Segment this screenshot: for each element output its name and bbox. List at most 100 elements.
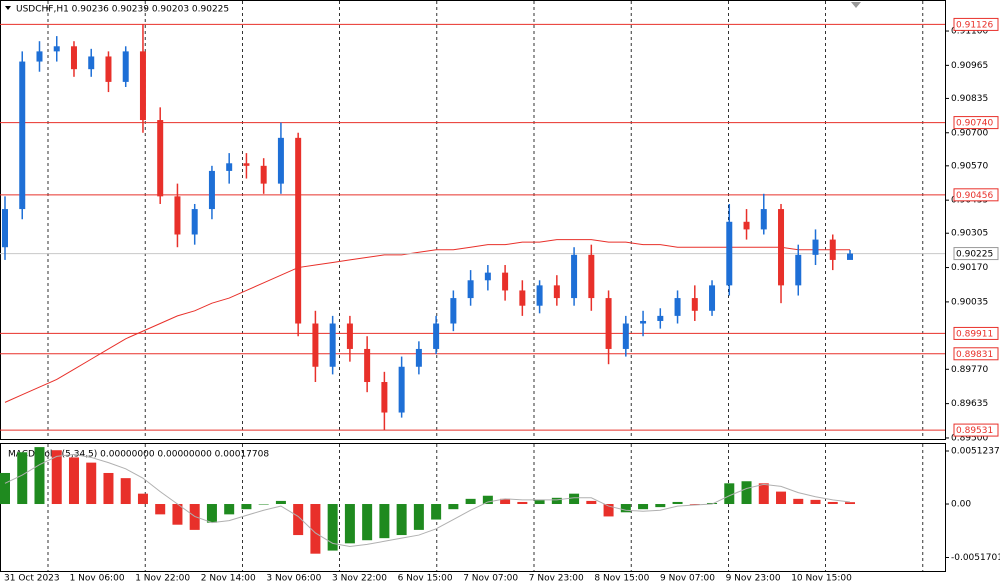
- macd-bar: [586, 500, 597, 505]
- macd-bar: [776, 491, 787, 505]
- y-tick-label: 0.90170: [951, 263, 988, 273]
- y-tick-label: 0.89770: [951, 365, 988, 375]
- candle-body: [640, 320, 647, 324]
- level-label: 0.89831: [956, 350, 993, 360]
- candle-body: [553, 285, 560, 299]
- x-tick-label: 31 Oct 2023: [4, 574, 60, 584]
- macd-bar: [396, 504, 407, 536]
- level-label-box: [953, 347, 999, 361]
- y-tick-label: 0.90965: [951, 61, 988, 71]
- candle-body: [657, 315, 664, 321]
- candle-body: [208, 170, 215, 210]
- macd-bar: [155, 504, 166, 515]
- macd-y-tick-label: 0.0051237: [951, 446, 1000, 456]
- macd-bar: [120, 478, 131, 505]
- candle-body: [726, 221, 733, 286]
- candle-body: [829, 239, 836, 260]
- macd-bar: [275, 500, 286, 505]
- macd-signal: [4, 453, 851, 547]
- level-label: 0.91126: [956, 20, 993, 30]
- moving-average: [4, 239, 850, 403]
- x-tick-label: 8 Nov 15:00: [594, 574, 649, 584]
- macd-bar: [431, 504, 442, 520]
- candle-body: [312, 323, 319, 367]
- macd-bar: [517, 501, 528, 505]
- y-tick-label: 0.90305: [951, 229, 988, 239]
- x-tick-label: 1 Nov 06:00: [70, 574, 125, 584]
- level-label-box: [953, 188, 999, 202]
- level-label-box: [953, 326, 999, 340]
- candle-body: [502, 272, 509, 291]
- candle-body: [433, 323, 440, 349]
- macd-bar: [172, 504, 183, 525]
- macd-bar: [293, 504, 304, 536]
- candle-body: [674, 298, 681, 316]
- x-tick-label: 9 Nov 23:00: [726, 574, 781, 584]
- candle-body: [139, 51, 146, 121]
- candle-body: [743, 221, 750, 230]
- macd-bar: [620, 504, 631, 513]
- macd-bar: [327, 504, 338, 551]
- candle-body: [364, 348, 371, 383]
- candle-body: [2, 209, 8, 248]
- candle-body: [346, 323, 353, 349]
- y-tick-label: 0.90700: [951, 128, 988, 138]
- macd-bar: [344, 504, 355, 544]
- candle-body: [622, 323, 629, 349]
- level-label-box: [953, 423, 999, 437]
- candle-body: [709, 285, 716, 311]
- main-panel-frame: [0, 0, 946, 440]
- candle-body: [295, 137, 302, 324]
- macd-bar: [655, 504, 666, 508]
- level-label: 0.89531: [956, 426, 993, 436]
- symbol-marker: [5, 6, 11, 10]
- y-tick-label: 0.91100: [951, 27, 988, 37]
- macd-bar: [379, 504, 390, 539]
- macd-bar: [534, 499, 545, 505]
- macd-bar: [68, 457, 79, 505]
- candle-body: [122, 51, 129, 82]
- candle-body: [415, 348, 422, 367]
- macd-bar: [103, 472, 114, 505]
- macd-bar: [551, 497, 562, 505]
- macd-bar: [17, 452, 28, 505]
- candle-body: [53, 46, 60, 52]
- level-label: 0.90740: [956, 119, 993, 129]
- candle-body: [536, 285, 543, 306]
- macd-bar: [758, 483, 769, 505]
- x-tick-label: 6 Nov 15:00: [398, 574, 453, 584]
- macd-bar: [86, 462, 97, 505]
- candle-body: [174, 196, 181, 235]
- x-tick-label: 1 Nov 22:00: [135, 574, 190, 584]
- macd-bar: [827, 501, 838, 505]
- y-tick-label: 0.90035: [951, 297, 988, 307]
- current-price-label: 0.90225: [956, 250, 993, 260]
- x-tick-label: 9 Nov 07:00: [660, 574, 715, 584]
- y-tick-label: 0.89500: [951, 433, 988, 443]
- macd-panel-frame: [0, 443, 946, 572]
- macd-bar: [638, 504, 649, 510]
- candle-body: [260, 165, 267, 184]
- candle-body: [191, 209, 198, 235]
- candle-body: [812, 239, 819, 255]
- candle-body: [795, 254, 802, 286]
- candle-body: [467, 280, 474, 299]
- level-label: 0.89911: [956, 329, 993, 339]
- x-tick-label: 7 Nov 07:00: [463, 574, 518, 584]
- candle-body: [36, 51, 43, 62]
- macd-bar: [672, 501, 683, 505]
- x-tick-label: 2 Nov 14:00: [201, 574, 256, 584]
- macd-title: MACD_color(5,34,5) 0.00000000 0.00000000…: [8, 450, 269, 460]
- macd-bar: [603, 504, 614, 517]
- level-label-box: [953, 116, 999, 130]
- macd-bar: [34, 447, 45, 505]
- macd-bar: [258, 504, 269, 505]
- x-tick-label: 3 Nov 22:00: [332, 574, 387, 584]
- macd-y-tick-label: -0.0051701: [951, 553, 1000, 563]
- macd-bar: [413, 504, 424, 530]
- candle-body: [398, 366, 405, 413]
- macd-bar: [793, 498, 804, 505]
- candle-body: [519, 290, 526, 306]
